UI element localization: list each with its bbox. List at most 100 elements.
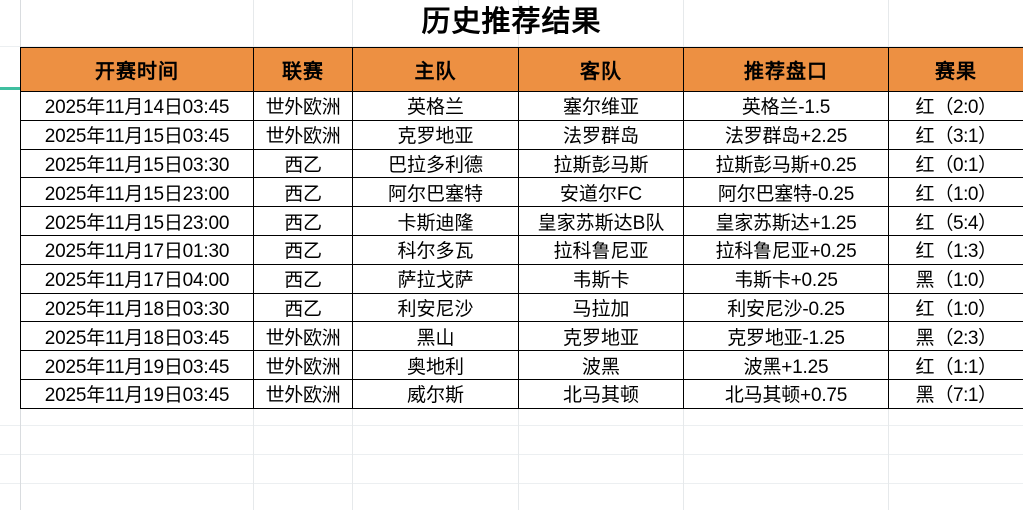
cell-result: 红（1:3） [888,234,1023,265]
cell-away-team: 马拉加 [518,292,684,323]
result-status-badge: 红 [915,241,935,263]
cell-league: 西乙 [253,206,353,236]
cell-match-time: 2025年11月19日03:45 [20,350,254,380]
grid-line [0,425,1023,426]
cell-result: 黑（1:0） [888,263,1023,294]
table-row[interactable]: 2025年11月19日03:45 世外欧洲 威尔斯 北马其顿 北马其顿+0.75 黑（7:… [20,378,1023,409]
cell-match-time: 2025年11月15日03:45 [20,119,254,150]
result-score: （1:0） [934,270,997,292]
result-score: （1:0） [934,298,997,320]
table-row[interactable]: 2025年11月15日23:00 西乙 阿尔巴塞特 安道尔FC 阿尔巴塞特-0.25 红（… [20,177,1023,208]
cell-handicap-pick: 波黑+1.25 [683,350,889,380]
cell-match-time: 2025年11月17日01:30 [20,234,254,265]
result-score: （2:0） [934,97,997,119]
cell-match-time: 2025年11月17日04:00 [20,263,254,294]
cell-league: 世外欧洲 [253,378,353,409]
cell-result: 红（2:0） [888,91,1023,121]
column-header-home[interactable]: 主队 [352,47,519,92]
cell-league: 西乙 [253,177,353,208]
table-row[interactable]: 2025年11月15日03:30 西乙 巴拉多利德 拉斯彭马斯 拉斯彭马斯+0.25 红（… [20,148,1023,179]
column-header-line[interactable]: 推荐盘口 [683,47,889,92]
table-row[interactable]: 2025年11月14日03:45 世外欧洲 英格兰 塞尔维亚 英格兰-1.5 红（2:0） [20,91,1023,121]
page-title: 历史推荐结果 [421,6,602,38]
cell-home-team: 威尔斯 [352,378,519,409]
result-score: （1:1） [934,356,997,378]
cell-result: 红（1:0） [888,292,1023,323]
result-status-badge: 红 [915,126,935,148]
cell-handicap-pick: 皇家苏斯达+1.25 [683,206,889,236]
cell-away-team: 拉科鲁尼亚 [518,234,684,265]
result-status-badge: 红 [915,97,935,119]
result-status-badge: 黑 [915,385,935,407]
table-row[interactable]: 2025年11月17日01:30 西乙 科尔多瓦 拉科鲁尼亚 拉科鲁尼亚+0.25 红（1… [20,234,1023,265]
cell-result: 红（3:1） [888,119,1023,150]
cell-away-team: 塞尔维亚 [518,91,684,121]
cell-match-time: 2025年11月15日23:00 [20,206,254,236]
table-row[interactable]: 2025年11月18日03:45 世外欧洲 黑山 克罗地亚 克罗地亚-1.25 黑（2:3… [20,321,1023,352]
column-header-league[interactable]: 联赛 [253,47,353,92]
result-score: （1:0） [934,183,997,205]
cell-league: 西乙 [253,234,353,265]
cell-league: 世外欧洲 [253,91,353,121]
cell-home-team: 萨拉戈萨 [352,263,519,294]
result-status-badge: 红 [915,154,935,176]
result-status-badge: 红 [915,298,935,320]
cell-home-team: 奥地利 [352,350,519,380]
result-score: （2:3） [934,327,997,349]
cell-match-time: 2025年11月18日03:45 [20,321,254,352]
cell-league: 世外欧洲 [253,350,353,380]
result-status-badge: 红 [915,183,935,205]
cell-result: 红（0:1） [888,148,1023,179]
cell-home-team: 黑山 [352,321,519,352]
result-status-badge: 红 [915,212,935,234]
cell-league: 世外欧洲 [253,321,353,352]
cell-handicap-pick: 拉科鲁尼亚+0.25 [683,234,889,265]
result-status-badge: 红 [915,356,935,378]
column-header-result[interactable]: 赛果 [888,47,1023,92]
cell-home-team: 科尔多瓦 [352,234,519,265]
cell-match-time: 2025年11月15日03:30 [20,148,254,179]
cell-result: 红（1:1） [888,350,1023,380]
table-body: 2025年11月14日03:45 世外欧洲 英格兰 塞尔维亚 英格兰-1.5 红（2:0）… [20,91,1023,409]
cell-result: 红（5:4） [888,206,1023,236]
cell-match-time: 2025年11月18日03:30 [20,292,254,323]
grid-line [0,46,1023,47]
cell-handicap-pick: 法罗群岛+2.25 [683,119,889,150]
column-header-away[interactable]: 客队 [518,47,684,92]
table-row[interactable]: 2025年11月17日04:00 西乙 萨拉戈萨 韦斯卡 韦斯卡+0.25 黑（1:0） [20,263,1023,294]
cell-league: 西乙 [253,263,353,294]
result-score: （5:4） [934,212,997,234]
table-row[interactable]: 2025年11月19日03:45 世外欧洲 奥地利 波黑 波黑+1.25 红（1:1） [20,350,1023,380]
result-score: （1:3） [934,241,997,263]
cell-away-team: 拉斯彭马斯 [518,148,684,179]
cell-home-team: 卡斯迪隆 [352,206,519,236]
cell-away-team: 皇家苏斯达B队 [518,206,684,236]
cell-away-team: 北马其顿 [518,378,684,409]
cell-result: 红（1:0） [888,177,1023,208]
cell-handicap-pick: 韦斯卡+0.25 [683,263,889,294]
table-row[interactable]: 2025年11月15日23:00 西乙 卡斯迪隆 皇家苏斯达B队 皇家苏斯达+1.25 红… [20,206,1023,236]
cell-home-team: 利安尼沙 [352,292,519,323]
cell-league: 西乙 [253,148,353,179]
cell-home-team: 巴拉多利德 [352,148,519,179]
cell-result: 黑（7:1） [888,378,1023,409]
cell-handicap-pick: 利安尼沙-0.25 [683,292,889,323]
table-row[interactable]: 2025年11月18日03:30 西乙 利安尼沙 马拉加 利安尼沙-0.25 红（1:0） [20,292,1023,323]
result-score: （0:1） [934,154,997,176]
cell-handicap-pick: 英格兰-1.5 [683,91,889,121]
table-header-row: 开赛时间 联赛 主队 客队 推荐盘口 赛果 [20,47,1023,92]
cell-away-team: 法罗群岛 [518,119,684,150]
history-recommendation-table: 开赛时间 联赛 主队 客队 推荐盘口 赛果 2025年11月14日03:45 世外… [20,47,1023,409]
cell-match-time: 2025年11月19日03:45 [20,378,254,409]
cell-away-team: 韦斯卡 [518,263,684,294]
cell-match-time: 2025年11月14日03:45 [20,91,254,121]
cell-away-team: 克罗地亚 [518,321,684,352]
cell-away-team: 波黑 [518,350,684,380]
cell-home-team: 克罗地亚 [352,119,519,150]
cell-league: 西乙 [253,292,353,323]
grid-line [0,454,1023,455]
cell-away-team: 安道尔FC [518,177,684,208]
result-score: （7:1） [934,385,997,407]
table-row[interactable]: 2025年11月15日03:45 世外欧洲 克罗地亚 法罗群岛 法罗群岛+2.25 红（3… [20,119,1023,150]
column-header-time[interactable]: 开赛时间 [20,47,254,92]
